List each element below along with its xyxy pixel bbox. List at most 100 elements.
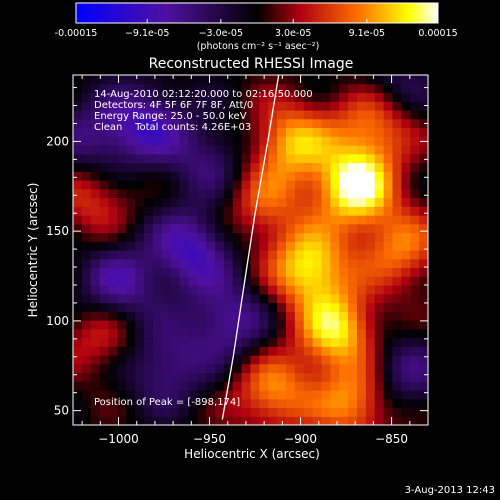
heatmap-cell: [419, 328, 428, 339]
heatmap-cell: [161, 197, 172, 207]
heatmap-cell: [410, 162, 420, 172]
heatmap-cell: [108, 101, 118, 111]
heatmap-cell: [161, 346, 172, 356]
heatmap-cell: [179, 293, 189, 304]
heatmap-cell: [330, 241, 340, 251]
heatmap-cell: [197, 311, 207, 321]
heatmap-cell: [321, 293, 331, 304]
heatmap-cell: [135, 136, 145, 146]
heatmap-cell: [170, 215, 181, 225]
heatmap-cell: [241, 363, 252, 374]
heatmap-cell: [383, 75, 394, 85]
heatmap-cell: [126, 337, 136, 347]
heatmap-cell: [321, 162, 331, 172]
heatmap-cell: [126, 197, 136, 207]
heatmap-cell: [232, 180, 243, 190]
heatmap-cell: [259, 92, 269, 102]
heatmap-cell: [286, 162, 296, 172]
heatmap-cell: [348, 92, 358, 102]
heatmap-cell: [232, 118, 243, 129]
heatmap-cell: [161, 75, 172, 85]
heatmap-cell: [401, 381, 411, 391]
heatmap-cell: [277, 118, 287, 129]
heatmap-cell: [410, 223, 420, 234]
heatmap-cell: [303, 180, 314, 190]
heatmap-cell: [303, 416, 314, 425]
heatmap-cell: [321, 285, 331, 295]
heatmap-cell: [401, 110, 411, 120]
heatmap-cell: [188, 206, 198, 216]
heatmap-cell: [188, 75, 198, 85]
heatmap-cell: [188, 92, 198, 102]
heatmap-cell: [90, 110, 101, 120]
heatmap-cell: [223, 372, 234, 382]
heatmap-cell: [144, 337, 154, 347]
heatmap-cell: [197, 241, 207, 251]
heatmap-cell: [392, 215, 402, 225]
peak-position-label: Position of Peak = [-898,174]: [94, 397, 240, 408]
heatmap-cell: [392, 346, 402, 356]
heatmap-cell: [348, 346, 358, 356]
heatmap-cell: [348, 250, 358, 260]
heatmap-cell: [303, 372, 314, 382]
heatmap-cell: [294, 171, 305, 181]
heatmap-cell: [206, 416, 216, 425]
heatmap-cell: [357, 101, 367, 111]
heatmap-cell: [250, 311, 260, 321]
heatmap-cell: [250, 188, 260, 199]
heatmap-cell: [152, 346, 163, 356]
heatmap-cell: [232, 328, 243, 339]
heatmap-cell: [294, 328, 305, 339]
heatmap-cell: [357, 83, 367, 94]
heatmap-cell: [312, 337, 323, 347]
heatmap-cell: [365, 171, 376, 181]
heatmap-cell: [250, 320, 260, 330]
heatmap-cell: [215, 171, 225, 181]
heatmap-cell: [188, 171, 198, 181]
heatmap-cell: [383, 285, 394, 295]
heatmap-cell: [357, 337, 367, 347]
heatmap-cell: [170, 258, 181, 269]
heatmap-cell: [99, 136, 110, 146]
heatmap-cell: [321, 180, 331, 190]
heatmap-cell: [108, 293, 118, 304]
heatmap-cell: [392, 381, 402, 391]
heatmap-cell: [410, 398, 420, 409]
heatmap-cell: [90, 101, 101, 111]
heatmap-cell: [170, 276, 181, 286]
heatmap-cell: [206, 180, 216, 190]
heatmap-cell: [312, 285, 323, 295]
heatmap-cell: [215, 180, 225, 190]
heatmap-cell: [99, 390, 110, 400]
heatmap-cell: [152, 153, 163, 164]
heatmap-cell: [241, 171, 252, 181]
heatmap-cell: [215, 153, 225, 164]
heatmap-cell: [206, 145, 216, 155]
heatmap-cell: [321, 127, 331, 137]
heatmap-cell: [357, 267, 367, 277]
colorbar-tick-label: 9.1e-05: [349, 28, 385, 39]
heatmap-cell: [383, 372, 394, 382]
heatmap-cell: [339, 398, 349, 409]
heatmap-cell: [277, 153, 287, 164]
heatmap-cell: [312, 293, 323, 304]
heatmap-cell: [312, 110, 323, 120]
heatmap-cell: [392, 355, 402, 365]
heatmap-cell: [330, 127, 340, 137]
heatmap-cell: [250, 162, 260, 172]
heatmap-cell: [152, 258, 163, 269]
heatmap-cell: [321, 110, 331, 120]
heatmap-cell: [215, 416, 225, 425]
heatmap-cell: [90, 188, 101, 199]
heatmap-cell: [286, 101, 296, 111]
heatmap-cell: [232, 206, 243, 216]
heatmap-cell: [339, 83, 349, 94]
heatmap-cell: [348, 372, 358, 382]
heatmap-cell: [170, 390, 181, 400]
heatmap-cell: [357, 118, 367, 129]
heatmap-cell: [294, 381, 305, 391]
heatmap-cell: [197, 346, 207, 356]
heatmap-cell: [188, 223, 198, 234]
heatmap-cell: [108, 206, 118, 216]
heatmap-cell: [268, 162, 278, 172]
